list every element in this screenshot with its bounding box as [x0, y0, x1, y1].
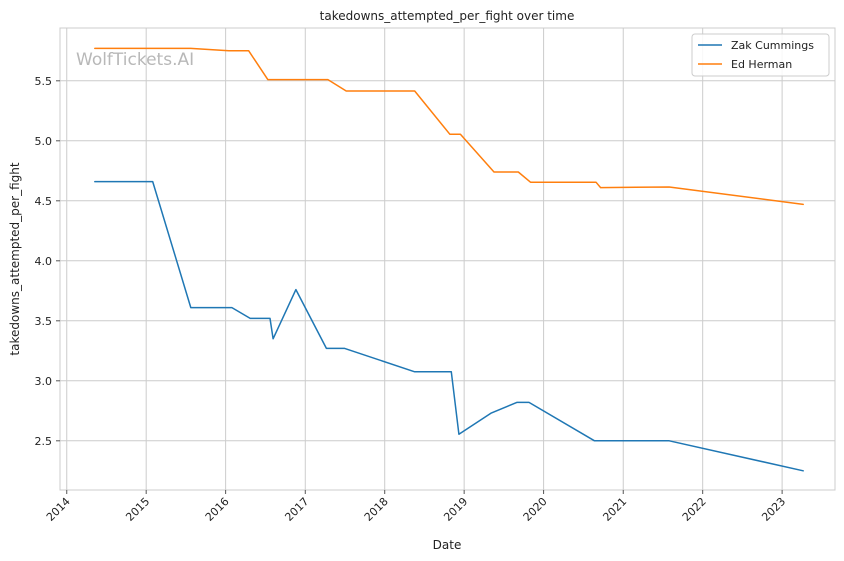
x-tick-label: 2017	[282, 495, 311, 524]
x-tick-label: 2020	[521, 495, 550, 524]
y-tick-label: 3.5	[35, 315, 53, 328]
legend: Zak Cummings Ed Herman	[691, 33, 830, 77]
chart-title: takedowns_attempted_per_fight over time	[320, 9, 575, 23]
x-tick-label: 2015	[123, 495, 152, 524]
watermark: WolfTickets.AI	[76, 50, 194, 70]
x-tick-label: 2021	[600, 495, 629, 524]
plot-frame	[59, 27, 836, 491]
y-tick-label: 2.5	[35, 435, 53, 448]
x-tick-label: 2018	[362, 495, 391, 524]
series-line-zak-cummings	[94, 180, 804, 472]
grid	[60, 28, 835, 490]
x-tick-label: 2016	[203, 495, 232, 524]
series-layer	[94, 47, 804, 472]
y-axis-label: takedowns_attempted_per_fight	[8, 162, 22, 355]
legend-label-ed-herman: Ed Herman	[731, 58, 792, 71]
y-tick-label: 4.0	[35, 255, 53, 268]
x-axis-label: Date	[433, 538, 462, 552]
legend-box	[691, 33, 830, 77]
x-axis-ticks: 2014 2015 2016 2017 2018 2019 2020 2021 2022 2023	[44, 490, 788, 524]
y-tick-label: 5.5	[35, 75, 53, 88]
y-tick-label: 4.5	[35, 195, 53, 208]
x-tick-label: 2022	[680, 495, 709, 524]
series-line-ed-herman	[94, 47, 804, 206]
x-tick-label: 2023	[759, 495, 788, 524]
y-tick-label: 3.0	[35, 375, 53, 388]
x-tick-label: 2014	[44, 495, 73, 524]
plot-background	[60, 28, 835, 490]
x-tick-label: 2019	[441, 495, 470, 524]
y-axis-ticks: 2.5 3.0 3.5 4.0 4.5 5.0 5.5	[35, 75, 60, 448]
legend-label-zak-cummings: Zak Cummings	[731, 39, 814, 52]
y-tick-label: 5.0	[35, 135, 53, 148]
